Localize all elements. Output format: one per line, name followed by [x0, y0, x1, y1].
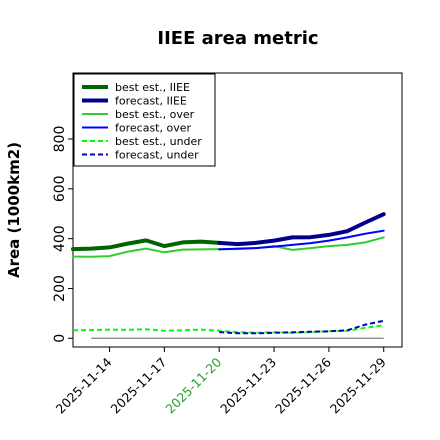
y-tick-label: 200: [52, 275, 68, 302]
series-lines: [71, 212, 386, 335]
y-tick-label: 800: [52, 126, 68, 153]
y-tick-label: 400: [52, 225, 68, 252]
series-line-best-est-iiee: [71, 238, 222, 252]
legend-label: best est., under: [115, 135, 202, 148]
legend-label: forecast, IIEE: [115, 95, 187, 108]
series-line-forecast-under: [219, 319, 384, 335]
series-line-forecast-over: [218, 229, 385, 251]
x-tick-label: 2025-11-17: [108, 355, 170, 417]
legend-box: [73, 73, 216, 167]
legend-label: best est., IIEE: [115, 81, 190, 94]
legend-label: forecast, under: [115, 149, 199, 162]
x-tick-label: 2025-11-29: [327, 354, 389, 416]
legend-label: best est., over: [115, 108, 195, 121]
x-tick-label: 2025-11-26: [272, 354, 334, 416]
plot-frame: [72, 72, 403, 348]
axis-ticks: 02004006008002025-11-142025-11-172025-11…: [52, 126, 389, 417]
y-axis-label: Area (1000km2): [5, 142, 23, 278]
y-tick-label: 0: [52, 334, 68, 343]
legend-label: forecast, over: [115, 122, 191, 135]
x-tick-label: 2025-11-14: [53, 354, 115, 416]
x-tick-label: 2025-11-23: [217, 355, 279, 417]
series-line-forecast-iiee: [217, 212, 386, 247]
y-tick-label: 600: [52, 175, 68, 202]
series-line-best-est-under: [72, 324, 384, 334]
x-tick-label: 2025-11-20: [162, 354, 224, 416]
chart-title: IIEE area metric: [157, 28, 318, 49]
